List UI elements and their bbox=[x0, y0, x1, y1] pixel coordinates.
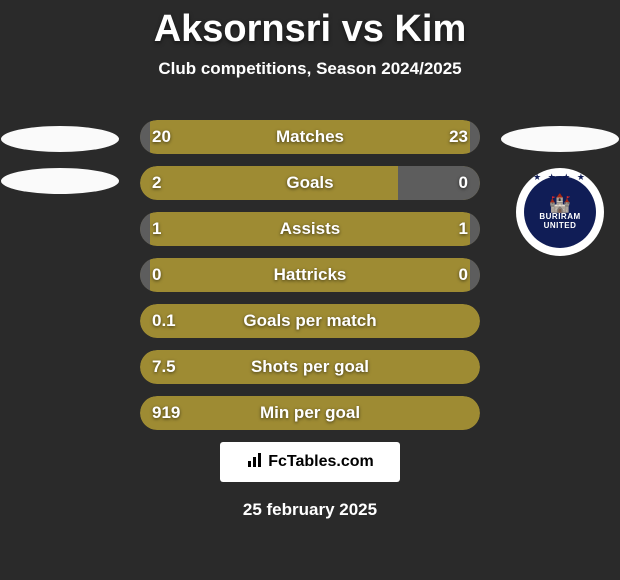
bar-track bbox=[140, 258, 480, 292]
bar-track bbox=[140, 350, 480, 384]
stat-bars: Matches2023 Goals20 Assists11 Hattricks00 Go… bbox=[140, 120, 480, 442]
stat-bar-row: Matches2023 bbox=[140, 120, 480, 154]
subtitle: Club competitions, Season 2024/2025 bbox=[0, 59, 620, 79]
bar-track bbox=[140, 304, 480, 338]
right-badge-column: ★ ★ ★ ★ 🏰 BURIRAM UNITED bbox=[500, 110, 620, 256]
bar-right-segment bbox=[470, 212, 480, 246]
stat-bar-row: Goals20 bbox=[140, 166, 480, 200]
bar-right-segment bbox=[470, 120, 480, 154]
footer-logo: FcTables.com bbox=[220, 442, 400, 482]
placeholder-ellipse bbox=[1, 126, 119, 152]
bar-left-segment bbox=[140, 212, 150, 246]
placeholder-ellipse bbox=[501, 126, 619, 152]
crest-inner: 🏰 BURIRAM UNITED bbox=[524, 176, 596, 248]
bar-right-segment bbox=[470, 258, 480, 292]
date-label: 25 february 2025 bbox=[0, 500, 620, 520]
crest-text-bottom: UNITED bbox=[544, 221, 577, 230]
bar-track bbox=[140, 120, 480, 154]
page-title: Aksornsri vs Kim bbox=[0, 0, 620, 51]
castle-icon: 🏰 bbox=[549, 194, 571, 212]
placeholder-ellipse bbox=[1, 168, 119, 194]
stat-bar-row: Shots per goal7.5 bbox=[140, 350, 480, 384]
bar-left-segment bbox=[140, 258, 150, 292]
bar-left-segment bbox=[140, 120, 150, 154]
crest-text-top: BURIRAM bbox=[539, 212, 580, 221]
stat-bar-row: Goals per match0.1 bbox=[140, 304, 480, 338]
crest-stars-icon: ★ ★ ★ ★ bbox=[533, 172, 587, 183]
stat-bar-row: Assists11 bbox=[140, 212, 480, 246]
chart-icon bbox=[246, 451, 264, 474]
club-crest: ★ ★ ★ ★ 🏰 BURIRAM UNITED bbox=[516, 168, 604, 256]
bar-track bbox=[140, 396, 480, 430]
bar-track bbox=[140, 212, 480, 246]
stat-bar-row: Min per goal919 bbox=[140, 396, 480, 430]
left-badge-column bbox=[0, 110, 120, 210]
stat-bar-row: Hattricks00 bbox=[140, 258, 480, 292]
bar-right-segment bbox=[398, 166, 480, 200]
footer-logo-text: FcTables.com bbox=[268, 453, 374, 471]
